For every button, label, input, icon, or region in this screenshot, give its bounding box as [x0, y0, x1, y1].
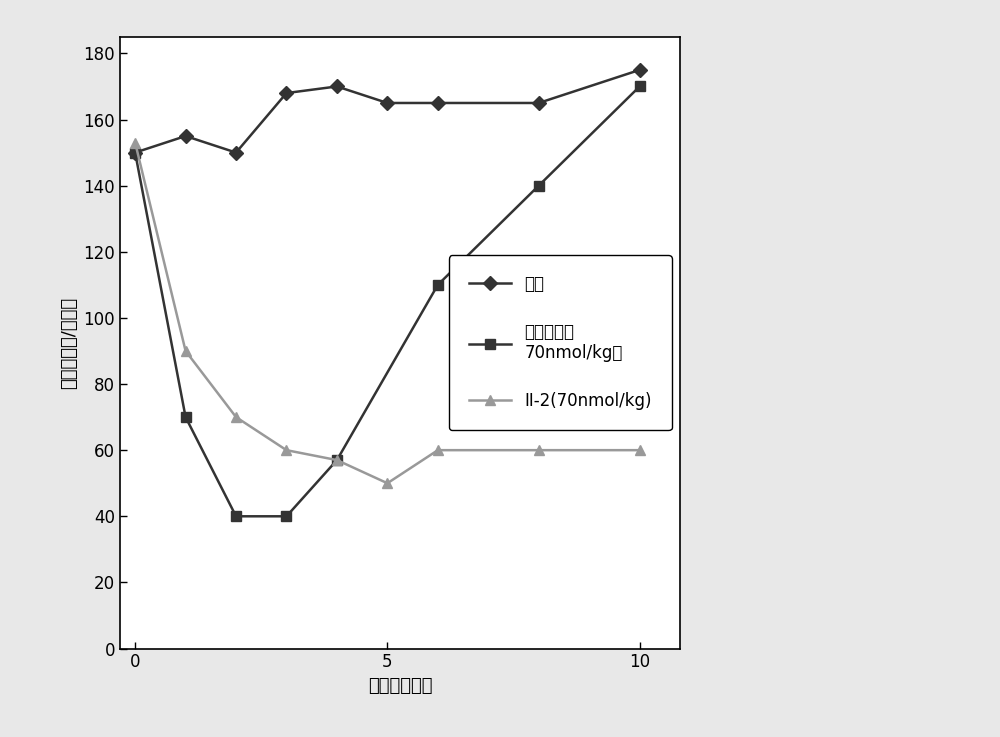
人胰岛素（
70nmol/kg） [180, 413, 192, 422]
II-2(70nmol/kg) [129, 139, 141, 147]
Line: II-2(70nmol/kg): II-2(70nmol/kg) [130, 138, 645, 488]
对照 [280, 88, 292, 97]
Line: 对照: 对照 [130, 65, 645, 158]
II-2(70nmol/kg) [280, 446, 292, 455]
对照 [331, 82, 343, 91]
对照 [180, 132, 192, 141]
Y-axis label: 血糖（毫克/分升）: 血糖（毫克/分升） [60, 297, 78, 389]
对照 [230, 148, 242, 157]
对照 [129, 148, 141, 157]
人胰岛素（
70nmol/kg） [230, 512, 242, 521]
对照 [634, 66, 646, 74]
人胰岛素（
70nmol/kg） [533, 181, 545, 190]
对照 [533, 99, 545, 108]
II-2(70nmol/kg) [331, 455, 343, 464]
II-2(70nmol/kg) [533, 446, 545, 455]
II-2(70nmol/kg) [432, 446, 444, 455]
II-2(70nmol/kg) [381, 479, 393, 488]
人胰岛素（
70nmol/kg） [280, 512, 292, 521]
人胰岛素（
70nmol/kg） [129, 148, 141, 157]
Legend: 对照, 人胰岛素（
70nmol/kg）, II-2(70nmol/kg): 对照, 人胰岛素（ 70nmol/kg）, II-2(70nmol/kg) [449, 255, 672, 430]
对照 [432, 99, 444, 108]
II-2(70nmol/kg) [180, 346, 192, 355]
II-2(70nmol/kg) [230, 413, 242, 422]
Line: 人胰岛素（
70nmol/kg）: 人胰岛素（ 70nmol/kg） [130, 82, 645, 521]
II-2(70nmol/kg) [634, 446, 646, 455]
X-axis label: 时间（小时）: 时间（小时） [368, 677, 432, 695]
人胰岛素（
70nmol/kg） [331, 455, 343, 464]
对照 [381, 99, 393, 108]
人胰岛素（
70nmol/kg） [634, 82, 646, 91]
人胰岛素（
70nmol/kg） [432, 280, 444, 289]
